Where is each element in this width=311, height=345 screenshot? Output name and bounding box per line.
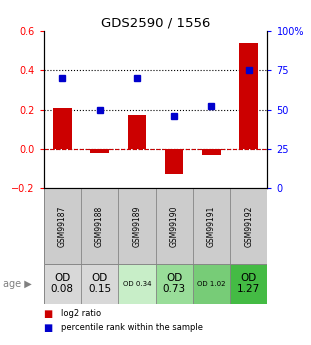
Bar bbox=[202, 149, 221, 155]
Text: OD
1.27: OD 1.27 bbox=[237, 273, 260, 294]
Bar bbox=[230, 188, 267, 264]
Bar bbox=[118, 264, 156, 304]
Text: percentile rank within the sample: percentile rank within the sample bbox=[61, 323, 203, 332]
Bar bbox=[53, 108, 72, 149]
Text: GSM99191: GSM99191 bbox=[207, 205, 216, 247]
Bar bbox=[230, 264, 267, 304]
Bar bbox=[165, 149, 183, 174]
Text: GSM99189: GSM99189 bbox=[132, 205, 141, 247]
Bar bbox=[193, 188, 230, 264]
Text: age ▶: age ▶ bbox=[3, 279, 32, 289]
Bar bbox=[81, 188, 118, 264]
Bar bbox=[44, 188, 81, 264]
Bar bbox=[44, 264, 81, 304]
Text: OD 0.34: OD 0.34 bbox=[123, 281, 151, 287]
Text: ■: ■ bbox=[44, 309, 53, 319]
Bar bbox=[239, 43, 258, 149]
Bar bbox=[90, 149, 109, 153]
Bar bbox=[156, 188, 193, 264]
Text: OD
0.73: OD 0.73 bbox=[163, 273, 186, 294]
Text: GSM99192: GSM99192 bbox=[244, 205, 253, 247]
Title: GDS2590 / 1556: GDS2590 / 1556 bbox=[101, 17, 210, 30]
Bar bbox=[118, 188, 156, 264]
Text: GSM99188: GSM99188 bbox=[95, 205, 104, 247]
Text: log2 ratio: log2 ratio bbox=[61, 309, 101, 318]
Text: OD
0.08: OD 0.08 bbox=[51, 273, 74, 294]
Bar bbox=[156, 264, 193, 304]
Text: OD
0.15: OD 0.15 bbox=[88, 273, 111, 294]
Text: GSM99190: GSM99190 bbox=[170, 205, 179, 247]
Text: OD 1.02: OD 1.02 bbox=[197, 281, 226, 287]
Bar bbox=[193, 264, 230, 304]
Text: GSM99187: GSM99187 bbox=[58, 205, 67, 247]
Bar bbox=[81, 264, 118, 304]
Bar bbox=[128, 116, 146, 149]
Text: ■: ■ bbox=[44, 323, 53, 333]
